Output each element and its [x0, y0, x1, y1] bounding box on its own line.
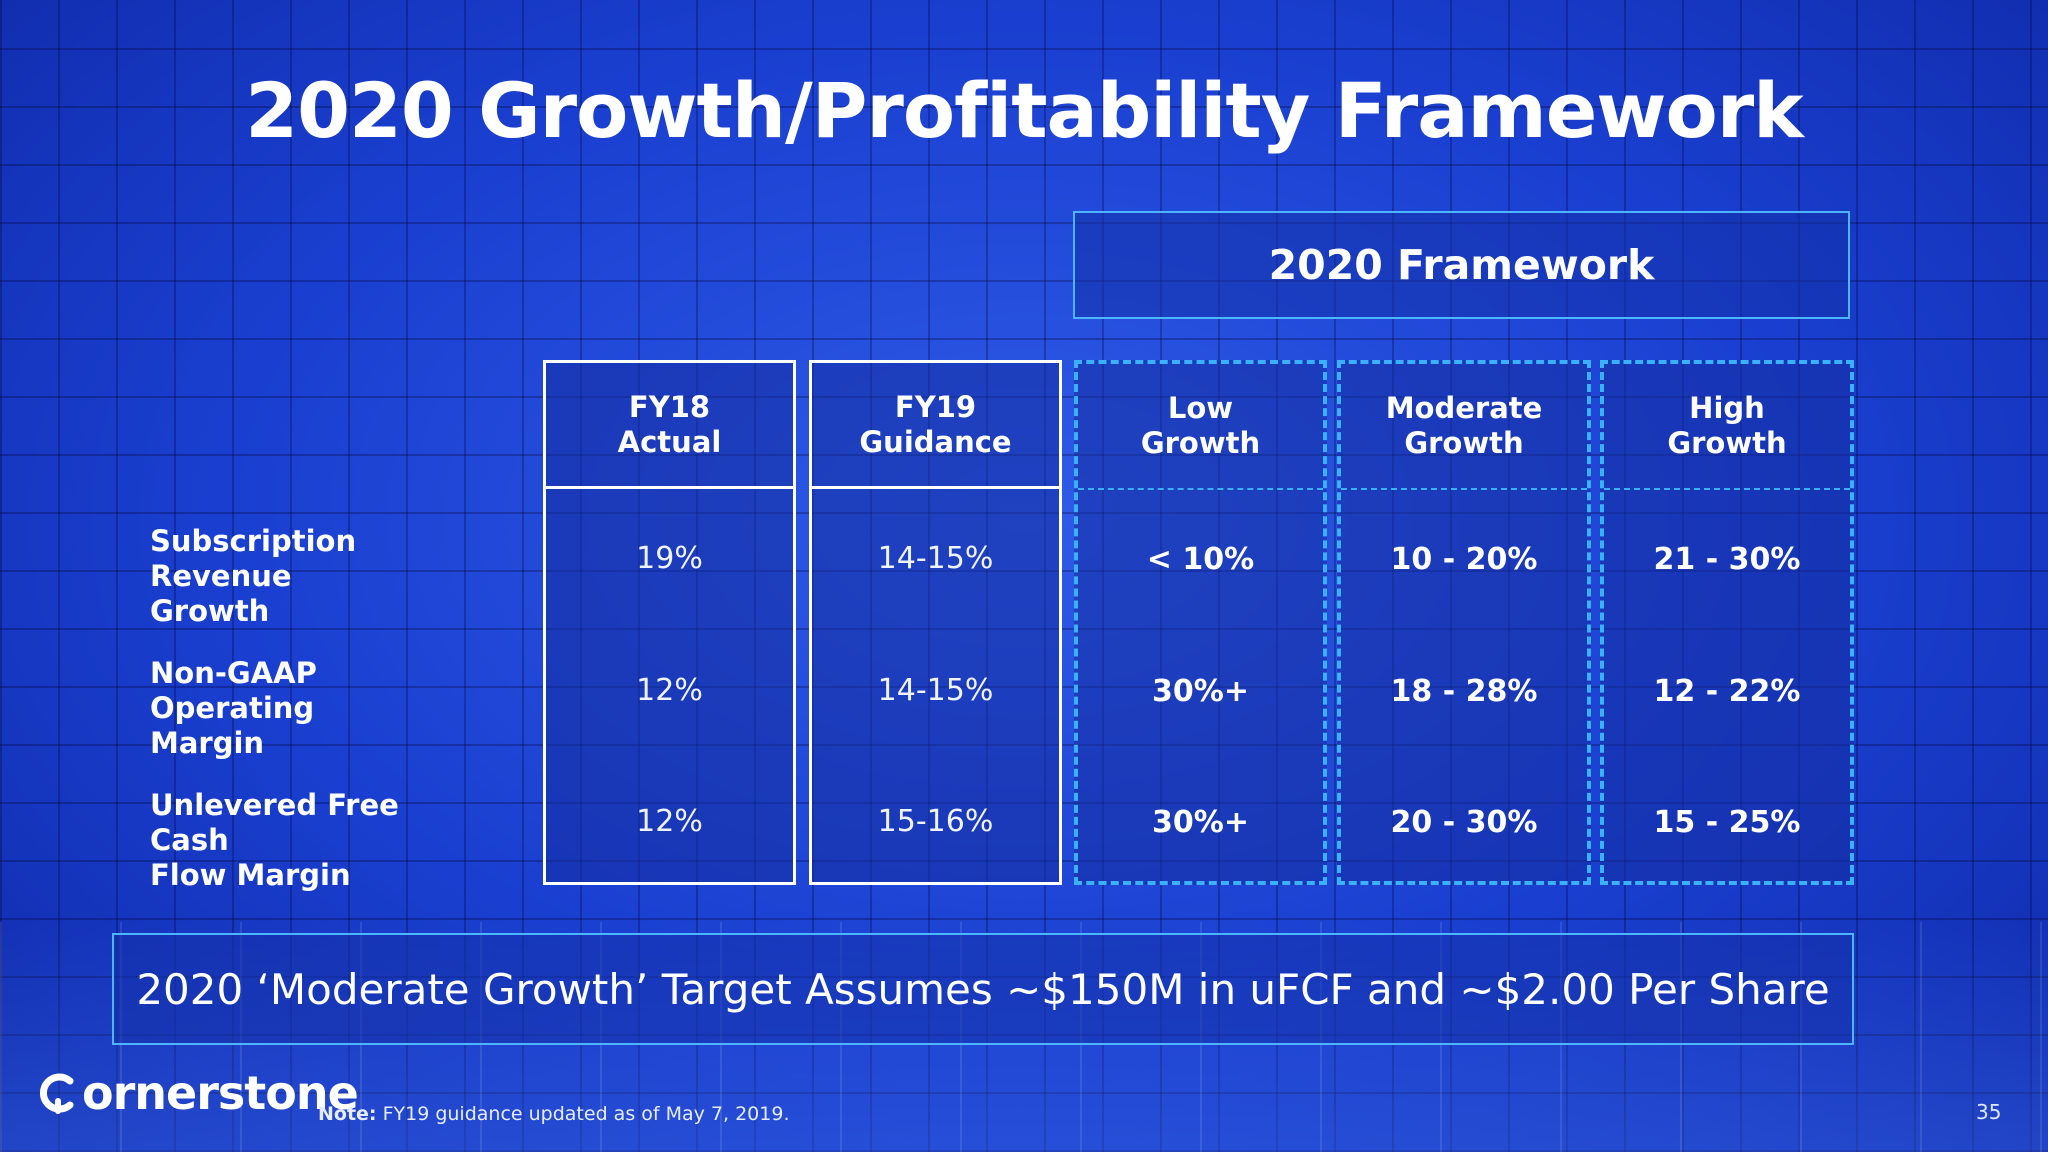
row-label-unlevered-free-cash-flow-margin: Unlevered Free Cash Flow Margin: [150, 788, 399, 892]
column-fy19-guidance: FY19 Guidance 14-15% 14-15% 15-16%: [809, 360, 1062, 885]
table-cell: < 10%: [1146, 542, 1255, 577]
table-cell: 15-16%: [877, 804, 994, 839]
table-cell: 14-15%: [877, 541, 994, 576]
table-cell: 19%: [636, 541, 703, 576]
footnote: Note: FY19 guidance updated as of May 7,…: [318, 1103, 789, 1125]
table-cell: 12%: [636, 673, 703, 708]
column-fy18-actual: FY18 Actual 19% 12% 12%: [543, 360, 796, 885]
table-cell: 12%: [636, 804, 703, 839]
table-cell: 10 - 20%: [1390, 542, 1538, 577]
framework-header: 2020 Framework: [1073, 211, 1850, 319]
column-header: High Growth: [1604, 364, 1850, 490]
table-cell: 30%+: [1152, 805, 1249, 840]
column-high-growth: High Growth 21 - 30% 12 - 22% 15 - 25%: [1600, 360, 1854, 885]
row-label-non-gaap-operating-margin: Non-GAAP Operating Margin: [150, 656, 317, 760]
table-cell: 18 - 28%: [1390, 674, 1538, 709]
table-cell: 15 - 25%: [1653, 805, 1801, 840]
table-cell: 14-15%: [877, 673, 994, 708]
page-number: 35: [1976, 1100, 2002, 1124]
target-banner: 2020 ‘Moderate Growth’ Target Assumes ~$…: [112, 933, 1854, 1045]
logo-text: ornerstone: [82, 1066, 359, 1120]
footnote-label: Note:: [318, 1103, 377, 1125]
column-header: Moderate Growth: [1341, 364, 1587, 490]
page-title: 2020 Growth/Profitability Framework: [245, 66, 1803, 155]
table-cell: 30%+: [1152, 674, 1249, 709]
column-header: Low Growth: [1078, 364, 1323, 490]
table-cell: 21 - 30%: [1653, 542, 1801, 577]
column-header: FY18 Actual: [546, 363, 793, 489]
footnote-text: FY19 guidance updated as of May 7, 2019.: [376, 1103, 790, 1125]
table-cell: 12 - 22%: [1653, 674, 1801, 709]
table-cell: 20 - 30%: [1390, 805, 1538, 840]
column-header: FY19 Guidance: [812, 363, 1059, 489]
column-low-growth: Low Growth < 10% 30%+ 30%+: [1074, 360, 1327, 885]
cornerstone-logo: ornerstone: [36, 1066, 359, 1120]
row-label-subscription-revenue-growth: Subscription Revenue Growth: [150, 524, 357, 628]
cornerstone-logo-icon: [39, 1073, 74, 1114]
column-moderate-growth: Moderate Growth 10 - 20% 18 - 28% 20 - 3…: [1337, 360, 1591, 885]
